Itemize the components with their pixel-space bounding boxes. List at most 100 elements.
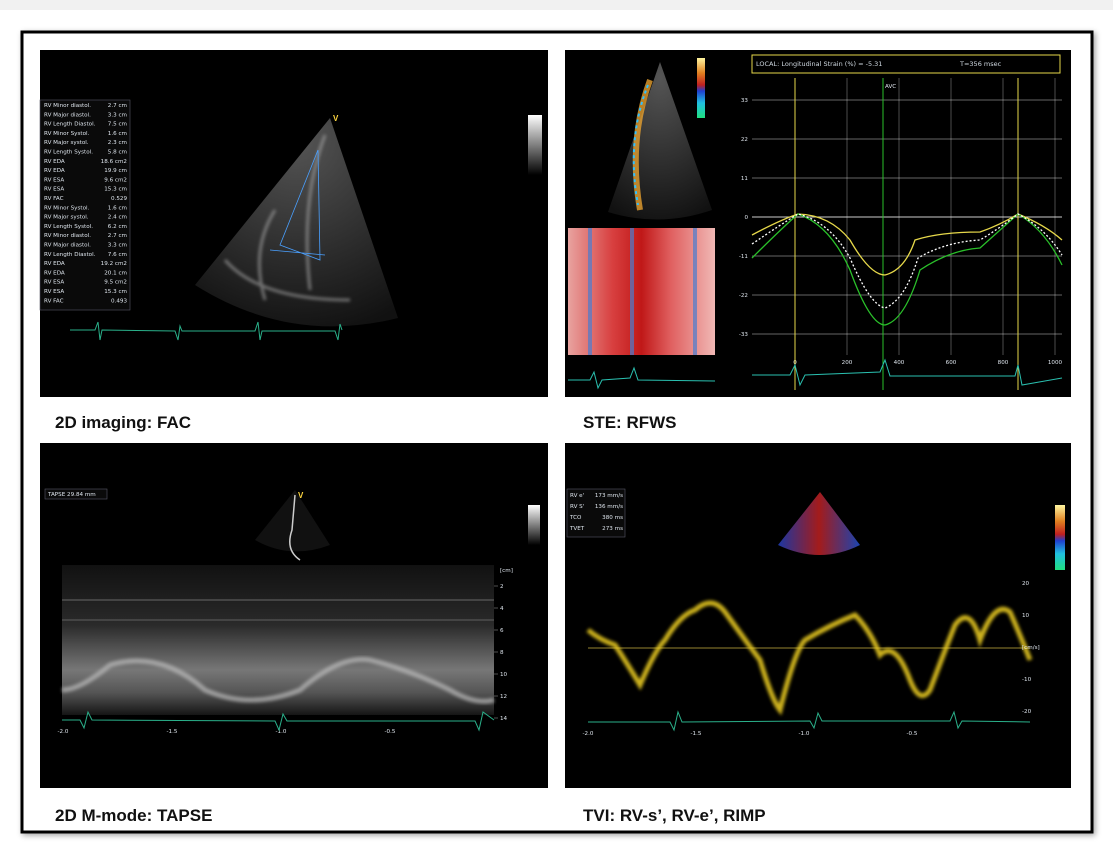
x-tick-label: -1.0 — [276, 729, 287, 735]
x-tick-label: -1.5 — [167, 729, 178, 735]
measurement-label: RV Length Diastol. — [44, 122, 96, 128]
x-tick-label: -2.0 — [583, 731, 594, 737]
measurement-label: RV EDA — [44, 159, 65, 165]
depth-label: 14 — [500, 716, 508, 722]
y-tick-label: -33 — [739, 332, 749, 338]
measurement-label: RV Minor Systol. — [44, 131, 90, 137]
panel-strain: LOCAL: Longitudinal Strain (%) = -5.31 T… — [565, 50, 1071, 397]
x-tick-label: -0.5 — [385, 729, 396, 735]
depth-label: 10 — [500, 672, 508, 678]
y-tick-label: 33 — [741, 98, 749, 104]
velocity-label: [cm/s] — [1022, 645, 1040, 651]
measurement-value: 0.493 — [111, 298, 127, 304]
y-tick-label: -22 — [739, 293, 748, 299]
measurement-value: 15.3 cm — [104, 289, 127, 295]
caption: STE: RFWS — [583, 413, 677, 432]
panel-tapse: V TAPSE 29.84 mm [cm] 2 4 6 8 10 12 14 -2.0 -1.5 -… — [40, 443, 548, 788]
measurement-value: 20.1 cm — [104, 270, 127, 276]
measurement-label: RV FAC — [44, 298, 64, 304]
figure: V RV Minor diastol. 2.7 cm RV Major diasto… — [0, 0, 1113, 850]
measurement-value: 3.3 cm — [108, 243, 127, 249]
x-tick-label: -0.5 — [907, 731, 918, 737]
depth-label: 4 — [500, 606, 504, 612]
measurement-label: RV Length Diastol. — [44, 252, 96, 258]
measurement-value: 9.6 cm2 — [104, 177, 127, 183]
velocity-label: 20 — [1022, 581, 1030, 587]
depth-label: 2 — [500, 584, 504, 590]
strain-header: LOCAL: Longitudinal Strain (%) = -5.31 — [756, 60, 882, 68]
measurement-label: RV Minor diastol. — [44, 233, 91, 239]
measurement-value: 19.2 cm2 — [101, 261, 127, 267]
measurement-value: 1.6 cm — [108, 205, 127, 211]
measurement-label: RV ESA — [44, 187, 64, 193]
depth-label: 12 — [500, 694, 507, 700]
measurement-value: 1.6 cm — [108, 131, 127, 137]
measurement-value: 2.4 cm — [108, 215, 127, 221]
measurement-value: 5.8 cm — [108, 150, 127, 156]
measurement-label: RV Length Systol. — [44, 150, 93, 156]
x-tick-label: 800 — [998, 360, 1009, 366]
measurement-value: 7.6 cm — [108, 252, 127, 258]
caption: 2D imaging: FAC — [55, 413, 191, 432]
measurement-value: 273 ms — [602, 526, 623, 532]
x-tick-label: -1.5 — [691, 731, 702, 737]
depth-label: 6 — [500, 628, 504, 634]
measurement-value: 7.5 cm — [108, 122, 127, 128]
measurement-label: RV FAC — [44, 196, 64, 202]
svg-text:V: V — [298, 491, 304, 500]
x-tick-label: -1.0 — [799, 731, 810, 737]
measurement-value: 6.2 cm — [108, 224, 127, 230]
y-tick-label: 11 — [741, 176, 749, 182]
tapse-value: TAPSE 29.84 mm — [47, 492, 96, 498]
measurement-label: TVET — [569, 526, 585, 532]
measurement-value: 3.3 cm — [108, 112, 127, 118]
x-tick-label: 400 — [894, 360, 905, 366]
top-strip — [0, 0, 1113, 10]
x-tick-label: -2.0 — [58, 729, 69, 735]
panel-tvi: RV e' 173 mm/s RV S' 136 mm/s TCO 380 ms TVET 2… — [565, 443, 1071, 788]
measurement-label: TCO — [569, 515, 582, 521]
measurement-label: RV ESA — [44, 289, 64, 295]
velocity-label: -10 — [1022, 677, 1032, 683]
measurement-label: RV Length Systol. — [44, 224, 93, 230]
measurement-value: 19.9 cm — [104, 168, 127, 174]
svg-text:V: V — [333, 114, 339, 123]
measurement-label: RV Major systol. — [44, 140, 89, 146]
measurement-value: 2.7 cm — [108, 103, 127, 109]
measurement-label: RV Minor Systol. — [44, 205, 90, 211]
measurement-label: RV Major diastol. — [44, 243, 91, 249]
measurement-label: RV Minor diastol. — [44, 103, 91, 109]
velocity-label: -20 — [1022, 709, 1032, 715]
measurement-label: RV EDA — [44, 168, 65, 174]
measurement-value: 18.6 cm2 — [101, 159, 127, 165]
measurement-label: RV Major systol. — [44, 215, 89, 221]
measurement-label: RV EDA — [44, 261, 65, 267]
measurement-value: 173 mm/s — [595, 493, 623, 499]
y-tick-label: -11 — [739, 254, 749, 260]
depth-unit: [cm] — [500, 568, 513, 574]
measurement-value: 2.7 cm — [108, 233, 127, 239]
caption: TVI: RV-s’, RV-e’, RIMP — [583, 806, 766, 825]
measurement-label: RV EDA — [44, 270, 65, 276]
measurement-label: RV S' — [570, 504, 584, 510]
y-tick-label: 0 — [744, 215, 748, 221]
x-tick-label: 200 — [842, 360, 853, 366]
measurement-label: RV ESA — [44, 177, 64, 183]
measurement-value: 0.529 — [111, 196, 127, 202]
measurement-value: 15.3 cm — [104, 187, 127, 193]
measurement-label: RV e' — [570, 493, 584, 499]
measurement-label: RV ESA — [44, 280, 64, 286]
measurement-value: 380 ms — [602, 515, 623, 521]
measurement-value: 136 mm/s — [595, 504, 623, 510]
y-tick-label: 22 — [741, 137, 748, 143]
measurement-label: RV Major diastol. — [44, 112, 91, 118]
panel-fac: V RV Minor diastol. 2.7 cm RV Major diasto… — [40, 50, 548, 397]
x-tick-label: 600 — [946, 360, 957, 366]
measurement-value: 9.5 cm2 — [104, 280, 127, 286]
x-tick-label: 1000 — [1048, 360, 1063, 366]
strain-time: T=356 msec — [959, 60, 1002, 68]
velocity-label: 10 — [1022, 613, 1030, 619]
avc-label: AVC — [885, 84, 896, 90]
depth-label: 8 — [500, 650, 504, 656]
caption: 2D M-mode: TAPSE — [55, 806, 212, 825]
